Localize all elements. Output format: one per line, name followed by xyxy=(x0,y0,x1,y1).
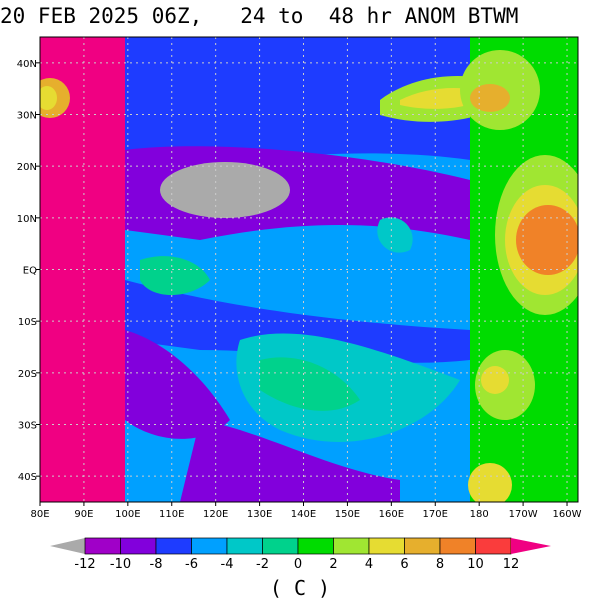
colorbar-segment xyxy=(262,537,299,555)
colorbar-segment xyxy=(404,537,441,555)
lon-tick-label: 180 xyxy=(470,509,489,520)
lat-tick-label: 40N xyxy=(17,59,37,70)
colorbar-segment xyxy=(155,537,192,555)
lat-tick-label: EQ xyxy=(23,266,37,277)
colorbar-tick-label: 2 xyxy=(329,557,337,572)
colorbar-segment xyxy=(120,537,157,555)
colorbar-tick-label: 4 xyxy=(365,557,373,572)
lon-tick-label: 80E xyxy=(30,509,49,520)
cold-anomaly-region xyxy=(160,162,290,218)
lat-tick-label: 40S xyxy=(18,472,37,483)
lon-tick-label: 130E xyxy=(247,509,272,520)
lon-tick-label: 110E xyxy=(159,509,184,520)
colorbar-segment xyxy=(475,537,512,555)
colorbar-tick-label: -2 xyxy=(256,557,269,572)
colorbar: -12 -10 -8 -6 -4 -2 0 2 4 6 8 10 12 xyxy=(50,537,551,572)
lon-tick-label: 150E xyxy=(335,509,360,520)
colorbar-segment xyxy=(368,537,405,555)
colorbar-tick-label: -8 xyxy=(150,557,163,572)
lat-tick-label: 20S xyxy=(18,369,37,380)
lon-tick-label: 160E xyxy=(379,509,404,520)
colorbar-tick-label: 10 xyxy=(467,557,484,572)
colorbar-tick-label: -12 xyxy=(74,557,95,572)
lat-tick-label: 10N xyxy=(17,214,37,225)
colorbar-tick-label: 12 xyxy=(503,557,520,572)
colorbar-tick-label: -10 xyxy=(110,557,131,572)
colorbar-tick-label: 8 xyxy=(436,557,444,572)
lon-tick-label: 140E xyxy=(291,509,316,520)
lon-tick-label: 170E xyxy=(423,509,448,520)
colorbar-segment xyxy=(226,537,263,555)
lat-tick-label: 20N xyxy=(17,162,37,173)
lon-tick-label: 120E xyxy=(203,509,228,520)
lon-tick-label: 100E xyxy=(115,509,140,520)
colorbar-segment xyxy=(84,537,121,555)
anomaly-field xyxy=(40,37,578,502)
lat-tick-label: 30N xyxy=(17,111,37,122)
colorbar-under-arrow xyxy=(50,538,85,554)
colorbar-tick-label: -4 xyxy=(221,557,234,572)
colorbar-tick-label: -6 xyxy=(185,557,198,572)
lat-tick-label: 30S xyxy=(18,421,37,432)
colorbar-tick-label: 0 xyxy=(294,557,302,572)
lat-tick-label: 10S xyxy=(18,317,37,328)
colorbar-tick-label: 6 xyxy=(400,557,408,572)
colorbar-over-arrow xyxy=(511,538,551,554)
colorbar-segment xyxy=(297,537,334,555)
lon-tick-label: 170W xyxy=(509,509,538,520)
colorbar-unit: ( C ) xyxy=(269,576,331,600)
colorbar-segment xyxy=(191,537,228,555)
lon-tick-label: 90E xyxy=(74,509,93,520)
lon-tick-label: 160W xyxy=(553,509,582,520)
colorbar-segment xyxy=(333,537,370,555)
colorbar-segment xyxy=(439,537,476,555)
map-title: 20 FEB 2025 06Z, 24 to 48 hr ANOM BTWM xyxy=(0,4,519,28)
